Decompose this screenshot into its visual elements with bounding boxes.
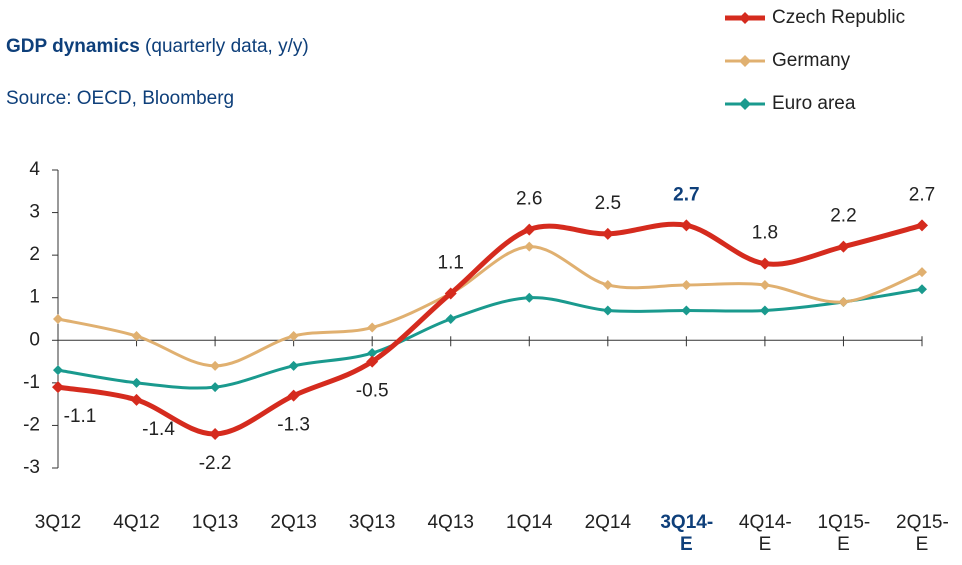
point-marker [681, 305, 692, 316]
point-marker [681, 279, 692, 290]
point-marker [131, 377, 142, 388]
x-tick-label: 2Q14 [584, 512, 632, 533]
y-tick-label: 4 [29, 159, 40, 180]
x-tick-label: 4Q12 [113, 512, 160, 533]
legend-marker [739, 98, 751, 110]
chart-title: GDP dynamics (quarterly data, y/y) [6, 36, 309, 57]
point-marker [917, 284, 927, 295]
point-marker [210, 360, 221, 371]
point-marker [524, 292, 535, 303]
point-marker [209, 427, 222, 440]
point-marker [917, 267, 927, 278]
point-marker [837, 240, 850, 253]
y-tick-label: 2 [29, 244, 40, 265]
point-marker [916, 219, 928, 232]
point-marker [367, 348, 378, 359]
x-tick-label: 4Q14-E [738, 512, 792, 555]
y-tick-label: 3 [29, 202, 40, 223]
x-tick-label: 3Q12 [34, 512, 82, 533]
point-marker [287, 389, 300, 402]
y-tick-label: -3 [23, 457, 40, 478]
point-marker [602, 305, 613, 316]
legend-label: Germany [772, 50, 851, 71]
point-marker [367, 322, 378, 333]
data-label: 2.7 [909, 184, 935, 205]
point-marker [524, 241, 535, 252]
point-marker [445, 314, 456, 324]
point-marker [759, 279, 770, 290]
x-tick-label: 3Q13 [348, 512, 396, 533]
data-label: 2.5 [595, 193, 621, 214]
point-marker [523, 223, 536, 236]
chart-subtitle: Source: OECD, Bloomberg [6, 88, 234, 109]
series-line [57, 221, 923, 437]
point-marker [759, 305, 770, 316]
x-tick-label: 4Q13 [427, 512, 474, 533]
point-marker [602, 279, 613, 290]
legend-label: Euro area [772, 93, 856, 114]
point-marker [53, 314, 63, 324]
x-tick-label: 1Q14 [506, 512, 553, 533]
data-label: -1.3 [277, 415, 310, 436]
series-line [57, 245, 923, 368]
series-line [57, 287, 923, 390]
point-marker [366, 355, 379, 368]
x-tick-label: 2Q13 [270, 512, 317, 533]
legend-marker [739, 55, 751, 67]
legend-label: Czech Republic [772, 7, 905, 28]
point-marker [210, 382, 221, 393]
data-label: -1.1 [64, 406, 97, 427]
data-label: 2.6 [516, 189, 542, 210]
point-marker [52, 381, 64, 394]
point-marker [131, 331, 142, 342]
x-tick-label: 2Q15-E [896, 512, 949, 555]
point-marker [680, 219, 693, 232]
data-label: 1.1 [438, 252, 464, 273]
data-label: 2.7 [673, 184, 699, 205]
point-marker [444, 287, 457, 300]
y-tick-label: 0 [29, 329, 40, 350]
x-tick-label: 3Q14-E [660, 512, 714, 555]
data-label: -0.5 [356, 381, 389, 402]
y-tick-label: -2 [23, 414, 40, 435]
data-label: -1.4 [142, 419, 175, 440]
point-marker [53, 365, 63, 376]
point-marker [288, 360, 299, 371]
x-tick-label: 1Q13 [191, 512, 239, 533]
point-marker [288, 331, 299, 342]
data-label: 2.2 [830, 206, 856, 227]
x-tick-label: 1Q15-E [817, 512, 871, 555]
legend-marker [739, 12, 751, 24]
data-label: -2.2 [199, 453, 232, 474]
point-marker [130, 393, 143, 406]
y-tick-label: -1 [23, 372, 40, 393]
y-tick-label: 1 [29, 287, 40, 308]
point-marker [758, 257, 771, 270]
point-marker [601, 227, 614, 240]
point-marker [838, 296, 849, 307]
data-label: 1.8 [752, 223, 778, 244]
